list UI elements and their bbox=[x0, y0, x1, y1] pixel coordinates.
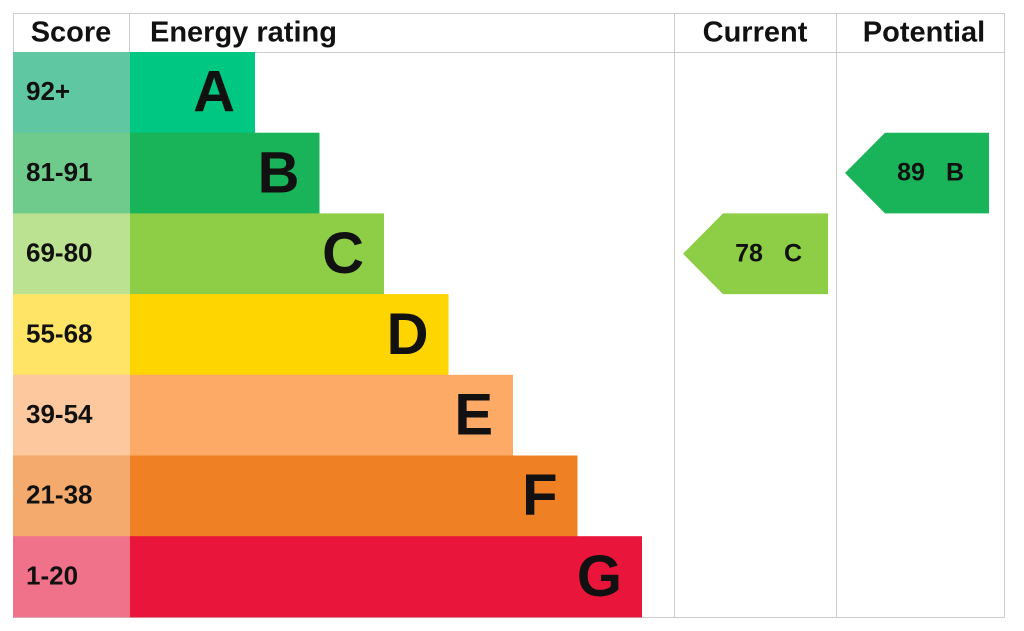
rating-letter: B bbox=[946, 159, 964, 187]
score-range: 55-68 bbox=[26, 318, 93, 348]
rating-bar bbox=[130, 132, 320, 214]
score-range: 39-54 bbox=[26, 399, 93, 429]
rating-arrow bbox=[683, 213, 828, 295]
score-cell bbox=[13, 536, 130, 618]
rating-bar bbox=[130, 52, 255, 134]
rating-bar bbox=[130, 455, 578, 537]
rating-bar bbox=[130, 536, 642, 618]
rating-bar bbox=[130, 294, 449, 376]
score-range: 92+ bbox=[26, 76, 70, 106]
band-letter: A bbox=[193, 60, 235, 125]
score-cell bbox=[13, 455, 130, 537]
score-range: 69-80 bbox=[26, 238, 93, 268]
rating-header: Energy rating bbox=[150, 17, 337, 49]
score-range: 1-20 bbox=[26, 560, 78, 590]
rating-letter: C bbox=[784, 239, 802, 267]
band-letter: F bbox=[522, 463, 557, 528]
score-cell bbox=[13, 52, 130, 134]
rating-arrow bbox=[845, 132, 989, 214]
potential-header: Potential bbox=[863, 17, 985, 49]
rating-value: 78 bbox=[735, 239, 763, 267]
score-range: 21-38 bbox=[26, 480, 93, 510]
current-header: Current bbox=[703, 17, 808, 49]
rating-value: 89 bbox=[897, 159, 925, 187]
score-header: Score bbox=[31, 17, 112, 49]
score-cell bbox=[13, 213, 130, 295]
score-cell bbox=[13, 374, 130, 456]
band-letter: C bbox=[322, 221, 364, 286]
band-letter: D bbox=[387, 302, 429, 367]
score-cell bbox=[13, 132, 130, 214]
band-letter: B bbox=[258, 140, 300, 205]
score-cell bbox=[13, 294, 130, 376]
band-letter: G bbox=[577, 544, 622, 609]
score-range: 81-91 bbox=[26, 157, 93, 187]
rating-bar bbox=[130, 213, 384, 295]
band-letter: E bbox=[454, 382, 493, 447]
rating-bar bbox=[130, 374, 513, 456]
